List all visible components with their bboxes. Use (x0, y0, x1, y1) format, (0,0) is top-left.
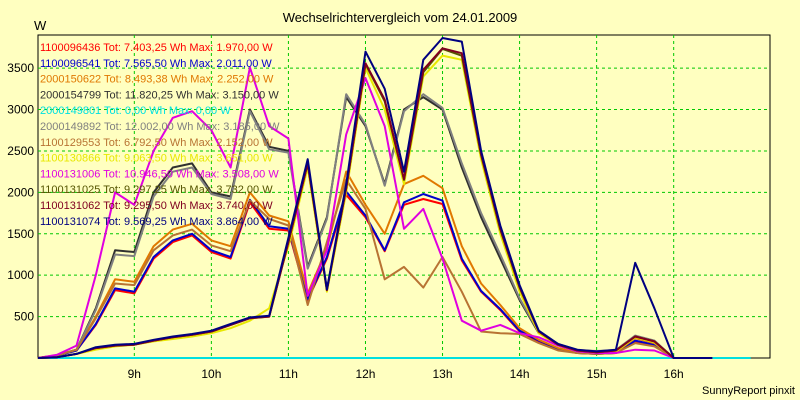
legend-entry: 1100129553 Tot: 6.792,50 Wh Max: 2.152,0… (40, 137, 273, 149)
series-line (37, 66, 713, 359)
chart-title: Wechselrichtervergleich vom 24.01.2009 (283, 10, 518, 25)
x-tick-label: 13h (433, 367, 453, 381)
legend-entry: 1100096541 Tot: 7.565,50 Wh Max: 2.011,0… (40, 58, 272, 70)
x-tick-label: 12h (355, 367, 375, 381)
legend-entry: 1100131074 Tot: 9.569,25 Wh Max: 3.864,0… (40, 216, 273, 228)
x-tick-label: 11h (279, 367, 298, 381)
legend-entry: 1100131006 Tot: 10.946,50 Wh Max: 3.508,… (40, 168, 279, 180)
x-tick-label: 15h (587, 367, 607, 381)
legend-entry: 2000149892 Tot: 12.002,00 Wh Max: 3.185,… (40, 121, 280, 133)
y-tick-label: 1000 (7, 268, 34, 282)
legend-entry: 1100131062 Tot: 9.295,50 Wh Max: 3.740,0… (40, 200, 273, 212)
legend-entry: 1100130866 Tot: 9.063,50 Wh Max: 3.651,0… (40, 153, 273, 165)
series-line (37, 37, 713, 359)
legend-entry: 1100096436 Tot: 7.403,25 Wh Max: 1.970,0… (40, 42, 273, 54)
legend-entry: 1100131025 Tot: 9.297,25 Wh Max: 3.732,0… (40, 184, 273, 196)
y-axis-label: W (34, 18, 47, 33)
y-tick-label: 2500 (7, 144, 34, 158)
legend-entry: 2000150622 Tot: 8.493,38 Wh Max: 2.252,0… (40, 74, 274, 86)
x-tick-label: 16h (664, 367, 684, 381)
legend-entry: 2000154799 Tot: 11.820,25 Wh Max: 3.150,… (40, 89, 279, 101)
x-tick-label: 14h (510, 367, 530, 381)
legend-entry: 2000149801 Tot: 0,00 Wh Max: 0,00 W (40, 105, 231, 117)
y-tick-label: 500 (14, 310, 34, 324)
y-tick-label: 1500 (7, 227, 34, 241)
y-tick-label: 3500 (7, 61, 34, 75)
x-tick-label: 10h (201, 367, 221, 381)
y-tick-label: 2000 (7, 185, 34, 199)
plot-area: 500 1000 1500 2000 2500 3000 3500 9h 10h 11h 12h 13… (7, 34, 771, 381)
x-tick-label: 9h (128, 367, 141, 381)
y-tick-label: 3000 (7, 103, 34, 117)
credit-label: SunnyReport pinxit (702, 385, 795, 397)
